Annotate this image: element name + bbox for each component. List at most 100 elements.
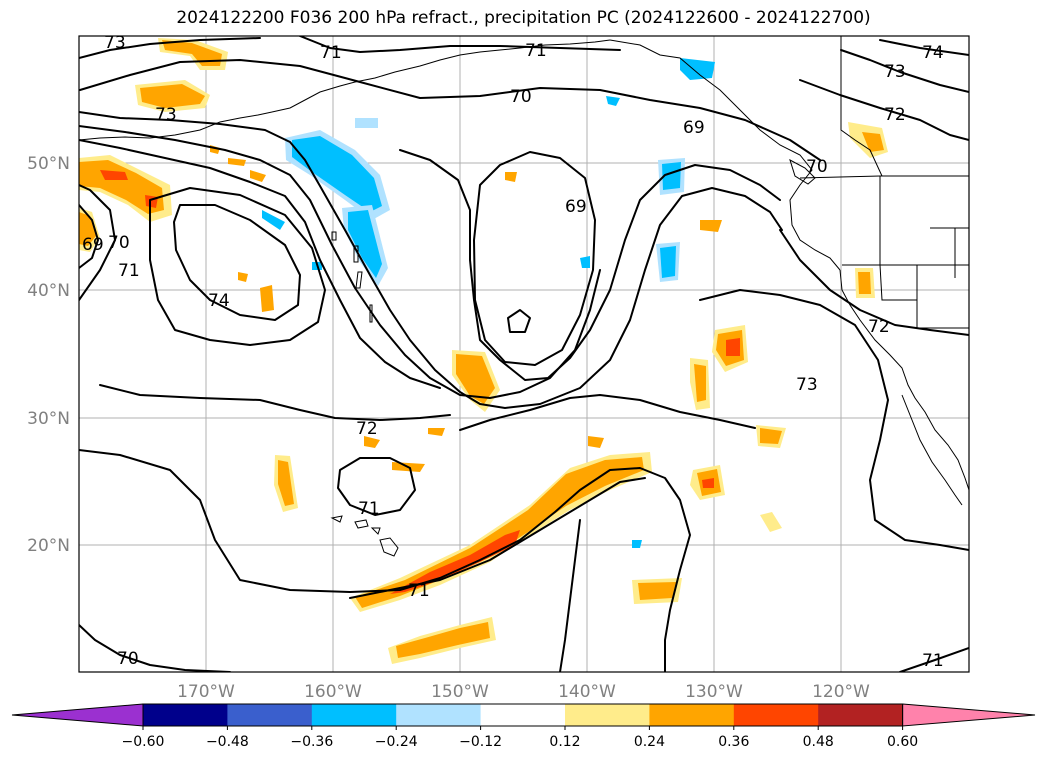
lon-label: 140°W xyxy=(558,682,616,702)
precip-small-4 xyxy=(505,172,517,182)
contour-71-west xyxy=(79,139,441,389)
precip-east-3-red xyxy=(702,478,714,488)
contour-label: 70 xyxy=(117,649,139,669)
lat-axis: 50°N 40°N 30°N 20°N xyxy=(27,154,70,556)
colorbar-segment xyxy=(733,704,819,726)
lat-label: 20°N xyxy=(27,536,70,556)
precip-nw-1-red xyxy=(100,170,158,208)
contour-label: 74 xyxy=(922,43,944,63)
colorbar: −0.60 −0.48 −0.36 −0.24 −0.12 0.12 0.24 0.36 0.4… xyxy=(11,703,1036,750)
colorbar-tick-label: 0.12 xyxy=(549,734,580,750)
contour-label: 72 xyxy=(356,419,378,439)
coast-alaska-south xyxy=(271,39,611,113)
precip-band-main-orange xyxy=(355,457,644,608)
contour-label: 70 xyxy=(510,87,532,107)
lon-label: 160°W xyxy=(304,682,362,702)
contour-labels: 73 71 71 70 73 69 70 69 69 70 71 74 72 7… xyxy=(82,33,944,671)
contour-73-east xyxy=(699,289,969,551)
contour-label: 73 xyxy=(104,33,126,53)
precip-band-main-red xyxy=(390,530,520,594)
precip-negative-anomalies xyxy=(262,58,715,548)
lon-label: 120°W xyxy=(812,682,870,702)
colorbar-segment xyxy=(311,704,397,726)
precip-nw-2-orange xyxy=(79,212,96,246)
lat-label: 30°N xyxy=(27,409,70,429)
contour-label: 69 xyxy=(683,118,705,138)
precip-small-1 xyxy=(260,285,274,312)
contour-74-east xyxy=(879,39,969,56)
lat-label: 40°N xyxy=(27,281,70,301)
contour-71-sw xyxy=(79,184,116,301)
canada-border-vertical xyxy=(840,36,883,177)
precip-neg-4-inner xyxy=(662,162,681,190)
precip-small-3 xyxy=(210,145,266,182)
contour-label: 70 xyxy=(108,233,130,253)
contour-label: 73 xyxy=(884,62,906,82)
colorbar-segment xyxy=(818,704,904,726)
coast-vancouver-island xyxy=(789,158,816,185)
contour-label: 72 xyxy=(884,105,906,125)
lon-axis: 170°W 160°W 150°W 140°W 130°W 120°W xyxy=(177,682,870,702)
contour-70-southmid xyxy=(459,394,756,431)
precip-east-7 xyxy=(700,220,722,232)
contour-label: 71 xyxy=(118,261,140,281)
coast-baja xyxy=(901,394,963,506)
contour-label: 69 xyxy=(82,235,104,255)
coast-us-west xyxy=(839,269,969,491)
precip-small-6-orange xyxy=(278,460,294,506)
contour-71-north xyxy=(299,36,621,53)
colorbar-tick-label: −0.24 xyxy=(375,734,418,750)
small-islands xyxy=(331,231,373,323)
colorbar-segment xyxy=(480,704,566,726)
lon-label: 130°W xyxy=(685,682,743,702)
contour-72-wide xyxy=(79,449,691,672)
precip-neg-6 xyxy=(680,58,715,80)
precip-nw-4-orange xyxy=(162,40,222,66)
precip-mid-1-orange xyxy=(456,354,495,404)
colorbar-tick-label: −0.36 xyxy=(290,734,333,750)
contour-73-loop xyxy=(149,187,326,346)
contour-72-east xyxy=(779,229,969,336)
precip-small-2 xyxy=(238,272,248,282)
colorbar-tick-label: −0.12 xyxy=(459,734,502,750)
coast-aleutians xyxy=(79,111,273,141)
precip-positive-anomalies xyxy=(79,38,888,664)
contour-70-north xyxy=(79,59,821,161)
precip-small-5 xyxy=(364,428,445,448)
contour-72-ne xyxy=(799,79,969,141)
contour-71-se xyxy=(899,647,969,672)
colorbar-tick-label: −0.60 xyxy=(122,734,165,750)
precip-neg-2-inner xyxy=(348,210,382,278)
contour-label: 69 xyxy=(565,197,587,217)
contour-label: 71 xyxy=(320,43,342,63)
colorbar-tick-label: −0.48 xyxy=(206,734,249,750)
precip-east-8-orange xyxy=(858,272,871,294)
refractivity-contours xyxy=(79,36,969,672)
contour-69-west xyxy=(79,204,99,269)
precip-east-9-orange xyxy=(862,132,884,152)
precip-east-2-orange xyxy=(694,364,706,402)
contour-72-loop xyxy=(99,384,451,421)
contour-70-mid xyxy=(399,149,781,381)
colorbar-segment xyxy=(143,704,228,726)
precip-neg-1-inner xyxy=(292,136,382,212)
colorbar-tick-label: 0.36 xyxy=(718,734,749,750)
contour-70-sbranch xyxy=(559,519,581,672)
precip-east-5-orange xyxy=(638,582,676,600)
hawaiian-islands xyxy=(330,515,399,557)
colorbar-tick-label: 0.24 xyxy=(634,734,665,750)
precip-east-1-red xyxy=(726,338,740,356)
contour-71-south xyxy=(349,477,646,599)
contour-label: 71 xyxy=(922,651,944,671)
precip-east-4-orange xyxy=(760,428,782,444)
contour-label: 73 xyxy=(155,105,177,125)
contour-72-west xyxy=(79,125,601,399)
contour-label: 71 xyxy=(525,41,547,61)
contour-label: 74 xyxy=(208,291,230,311)
colorbar-extend-low xyxy=(11,703,144,727)
colorbar-segment xyxy=(396,704,482,726)
contour-69-small xyxy=(507,309,531,333)
precip-nw-3-orange xyxy=(140,84,205,108)
contour-70-sw xyxy=(79,624,231,672)
